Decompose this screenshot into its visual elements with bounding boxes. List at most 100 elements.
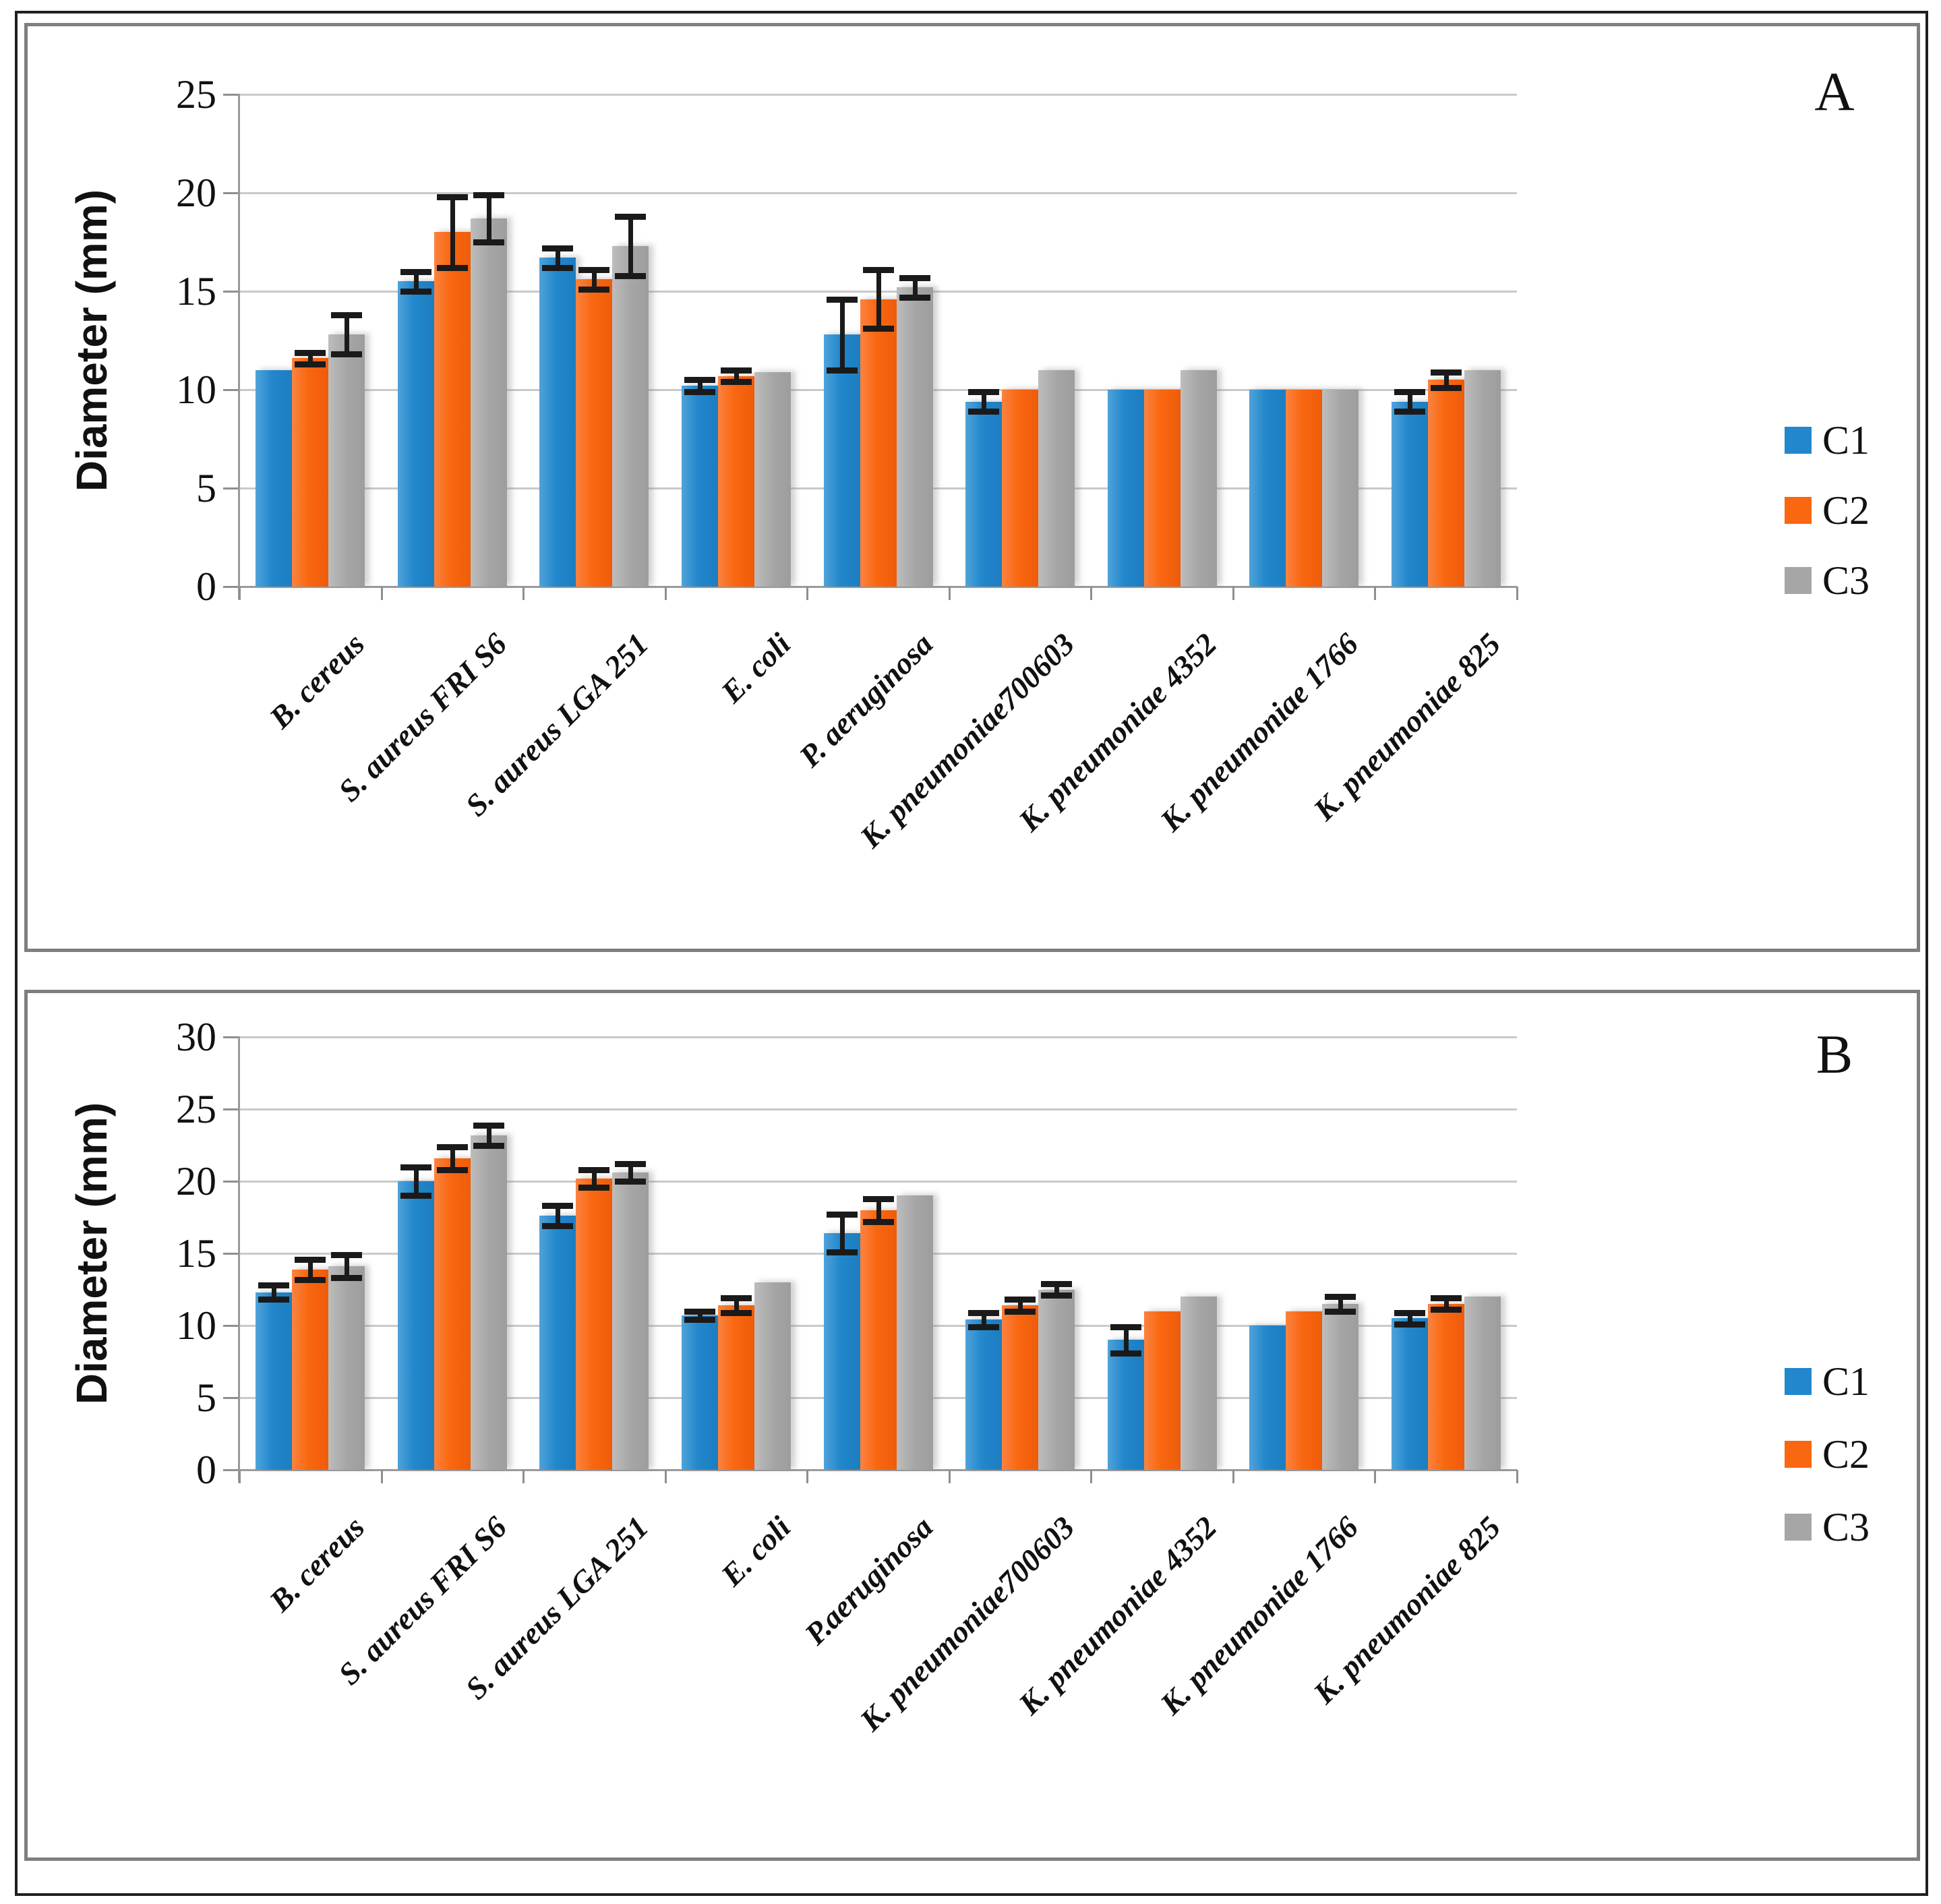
error-cap-bottom xyxy=(615,1179,647,1185)
error-bar-c1-cat2 xyxy=(556,1206,561,1226)
error-cap-bottom xyxy=(1325,1308,1356,1315)
error-bar-c2-cat2 xyxy=(592,1169,597,1187)
error-bar-c2-cat4 xyxy=(876,269,881,329)
error-bar-c1-cat2 xyxy=(556,247,561,268)
y-axis-tick-25 xyxy=(223,94,239,96)
bar-c2-cat1 xyxy=(434,1158,471,1470)
legend-label-c3: C3 xyxy=(1822,558,1870,603)
error-cap-top xyxy=(331,312,363,319)
error-cap-top xyxy=(400,268,431,275)
x-axis-tick-3 xyxy=(664,587,667,600)
y-tick-label-20: 20 xyxy=(176,171,216,215)
error-cap-bottom xyxy=(826,367,858,374)
error-cap-bottom xyxy=(473,1142,504,1149)
error-bar-c2-cat0 xyxy=(308,1259,313,1280)
y-axis-tick-15 xyxy=(223,291,239,293)
error-cap-bottom xyxy=(295,1276,326,1283)
error-cap-bottom xyxy=(542,264,574,271)
y-axis-tick-25 xyxy=(223,1108,239,1110)
error-cap-top xyxy=(400,1164,431,1170)
legend-swatch-c3 xyxy=(1785,567,1812,594)
error-bar-c1-cat1 xyxy=(413,1166,419,1196)
error-cap-bottom xyxy=(862,326,894,332)
legend-swatch-c1 xyxy=(1785,427,1812,454)
y-tick-label-25: 25 xyxy=(176,1087,216,1131)
error-bar-c2-cat3 xyxy=(734,1298,739,1313)
legend-label-c3: C3 xyxy=(1822,1505,1870,1549)
bar-c2-cat4 xyxy=(860,299,897,587)
error-bar-c2-cat8 xyxy=(1443,371,1449,388)
error-cap-bottom xyxy=(1430,385,1462,392)
legend-item-c1: C1 xyxy=(1785,1361,1870,1402)
bar-c1-cat2 xyxy=(539,1216,576,1470)
bar-c3-cat2 xyxy=(612,245,649,587)
bar-c3-cat6 xyxy=(1180,369,1217,587)
bar-c1-cat1 xyxy=(397,1181,434,1470)
error-cap-top xyxy=(578,266,610,273)
legend-swatch-c3 xyxy=(1785,1514,1812,1541)
error-cap-top xyxy=(1394,1309,1425,1316)
gridline-y25 xyxy=(239,94,1517,96)
error-cap-top xyxy=(542,1203,574,1210)
error-bar-c1-cat5 xyxy=(982,391,987,412)
error-cap-bottom xyxy=(542,1223,574,1230)
error-cap-bottom xyxy=(258,1297,290,1303)
error-cap-bottom xyxy=(720,379,752,386)
legend-item-c1: C1 xyxy=(1785,420,1870,460)
bar-c1-cat3 xyxy=(681,1315,718,1470)
error-bar-c3-cat1 xyxy=(486,194,491,242)
bar-c2-cat1 xyxy=(434,232,471,587)
y-axis-tick-10 xyxy=(223,389,239,391)
y-axis-tick-0 xyxy=(223,586,239,588)
error-cap-top xyxy=(578,1166,610,1173)
bar-c3-cat8 xyxy=(1464,1297,1501,1470)
error-cap-top xyxy=(720,1295,752,1302)
bar-c1-cat4 xyxy=(823,1233,860,1470)
error-cap-bottom xyxy=(436,264,468,271)
bar-c2-cat0 xyxy=(292,358,329,587)
legend-swatch-c2 xyxy=(1785,1441,1812,1468)
panel-b: 0 5 10 15 20 25 30 B. cereus S. aureus FRI S6 S. … xyxy=(24,990,1920,1861)
error-cap-top xyxy=(826,1212,858,1218)
error-cap-top xyxy=(968,388,1000,395)
x-axis-tick-3 xyxy=(664,1470,667,1483)
bar-c1-cat5 xyxy=(965,1319,1003,1470)
y-tick-label-20: 20 xyxy=(176,1159,216,1203)
error-cap-top xyxy=(1325,1294,1356,1301)
error-bar-c1-cat3 xyxy=(697,1311,703,1320)
error-cap-bottom xyxy=(400,289,431,295)
gridline-y20 xyxy=(239,192,1517,194)
error-bar-c3-cat2 xyxy=(628,1164,634,1181)
y-tick-label-0: 0 xyxy=(196,1448,216,1492)
error-cap-bottom xyxy=(473,239,504,245)
bar-c2-cat7 xyxy=(1286,390,1323,587)
error-cap-bottom xyxy=(968,1324,1000,1331)
error-bar-c3-cat0 xyxy=(345,1255,350,1278)
x-axis-tick-0 xyxy=(239,587,241,600)
error-bar-c2-cat0 xyxy=(308,352,313,365)
x-axis-tick-9 xyxy=(1516,587,1518,600)
y-axis-tick-15 xyxy=(223,1253,239,1255)
legend-label-c2: C2 xyxy=(1822,488,1870,533)
bar-c1-cat0 xyxy=(256,369,293,587)
error-cap-top xyxy=(436,1143,468,1150)
error-bar-c2-cat3 xyxy=(734,369,739,382)
error-cap-bottom xyxy=(862,1218,894,1225)
x-axis-tick-8 xyxy=(1374,1470,1377,1483)
legend-label-c2: C2 xyxy=(1822,1432,1870,1477)
error-bar-c2-cat2 xyxy=(592,269,597,290)
error-cap-bottom xyxy=(1430,1307,1462,1313)
y-tick-label-5: 5 xyxy=(196,1375,216,1420)
bar-c2-cat5 xyxy=(1002,1305,1039,1470)
legend-label-c1: C1 xyxy=(1822,1359,1870,1404)
bar-c3-cat4 xyxy=(896,287,933,587)
error-bar-c2-cat1 xyxy=(450,1146,455,1170)
error-cap-bottom xyxy=(615,272,647,279)
error-cap-top xyxy=(615,1161,647,1168)
x-axis-tick-1 xyxy=(380,587,383,600)
y-tick-label-30: 30 xyxy=(176,1015,216,1059)
y-axis-tick-20 xyxy=(223,1181,239,1183)
error-cap-bottom xyxy=(720,1309,752,1316)
y-tick-label-25: 25 xyxy=(176,72,216,117)
y-axis-line xyxy=(238,94,240,599)
